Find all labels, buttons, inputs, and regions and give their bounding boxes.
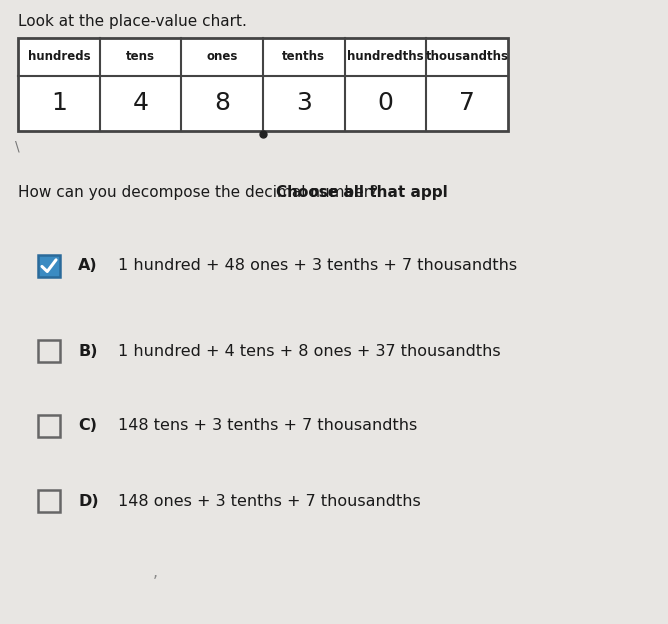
Text: tenths: tenths <box>283 51 325 64</box>
Text: 8: 8 <box>214 92 230 115</box>
Bar <box>18 38 508 131</box>
Text: Look at the place-value chart.: Look at the place-value chart. <box>18 14 247 29</box>
Text: 1: 1 <box>51 92 67 115</box>
Text: thousandths: thousandths <box>426 51 508 64</box>
Bar <box>38 255 60 277</box>
Bar <box>38 490 60 512</box>
Bar <box>38 340 60 362</box>
Text: A): A) <box>78 258 98 273</box>
Text: 1 hundred + 48 ones + 3 tenths + 7 thousandths: 1 hundred + 48 ones + 3 tenths + 7 thous… <box>118 258 517 273</box>
Text: Choose all that appl: Choose all that appl <box>277 185 448 200</box>
Text: \: \ <box>15 139 19 153</box>
Text: hundreds: hundreds <box>27 51 90 64</box>
Bar <box>18 38 508 131</box>
Text: How can you decompose the decimal number?: How can you decompose the decimal number… <box>18 185 383 200</box>
Text: D): D) <box>78 494 99 509</box>
Text: ones: ones <box>206 51 238 64</box>
Text: 148 tens + 3 tenths + 7 thousandths: 148 tens + 3 tenths + 7 thousandths <box>118 419 418 434</box>
Text: 7: 7 <box>459 92 475 115</box>
Text: 148 ones + 3 tenths + 7 thousandths: 148 ones + 3 tenths + 7 thousandths <box>118 494 421 509</box>
Text: 0: 0 <box>377 92 393 115</box>
Text: 3: 3 <box>296 92 312 115</box>
Text: C): C) <box>78 419 97 434</box>
Text: ’: ’ <box>152 575 158 590</box>
Text: tens: tens <box>126 51 155 64</box>
Text: 4: 4 <box>132 92 148 115</box>
Bar <box>38 415 60 437</box>
Text: 1 hundred + 4 tens + 8 ones + 37 thousandths: 1 hundred + 4 tens + 8 ones + 37 thousan… <box>118 343 500 359</box>
Text: B): B) <box>78 343 98 359</box>
Text: hundredths: hundredths <box>347 51 424 64</box>
